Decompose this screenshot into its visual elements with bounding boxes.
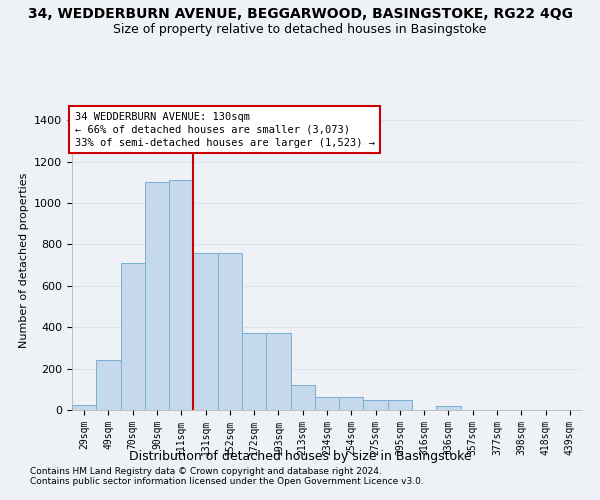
Bar (242, 334, 266, 410)
Y-axis label: Number of detached properties: Number of detached properties (19, 172, 29, 348)
Bar (290, 385, 315, 410)
Bar (364, 400, 388, 410)
Bar (96, 360, 121, 410)
Text: Distribution of detached houses by size in Basingstoke: Distribution of detached houses by size … (128, 450, 472, 463)
Bar (266, 334, 290, 410)
Bar (436, 406, 461, 410)
Bar (169, 180, 193, 410)
Bar (193, 253, 218, 410)
Bar (121, 263, 145, 410)
Text: Size of property relative to detached houses in Basingstoke: Size of property relative to detached ho… (113, 22, 487, 36)
Bar (315, 396, 339, 410)
Bar (145, 182, 169, 410)
Text: Contains public sector information licensed under the Open Government Licence v3: Contains public sector information licen… (30, 477, 424, 486)
Bar (72, 405, 96, 410)
Bar (218, 253, 242, 410)
Text: 34 WEDDERBURN AVENUE: 130sqm
← 66% of detached houses are smaller (3,073)
33% of: 34 WEDDERBURN AVENUE: 130sqm ← 66% of de… (74, 112, 374, 148)
Bar (388, 400, 412, 410)
Text: Contains HM Land Registry data © Crown copyright and database right 2024.: Contains HM Land Registry data © Crown c… (30, 467, 382, 476)
Text: 34, WEDDERBURN AVENUE, BEGGARWOOD, BASINGSTOKE, RG22 4QG: 34, WEDDERBURN AVENUE, BEGGARWOOD, BASIN… (28, 8, 572, 22)
Bar (339, 396, 364, 410)
